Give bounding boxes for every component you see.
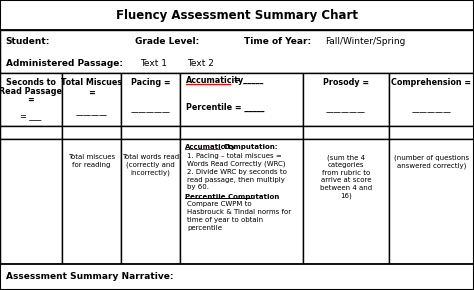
- Text: Computation:: Computation:: [221, 144, 278, 151]
- Bar: [0, 0, 474, 30]
- Text: Fall/Winter/Spring: Fall/Winter/Spring: [325, 37, 405, 46]
- Text: Grade Level:: Grade Level:: [135, 37, 200, 46]
- Text: —————: —————: [130, 108, 171, 117]
- Text: read passage, then multiply: read passage, then multiply: [187, 177, 285, 183]
- Text: Hasbrouck & Tindal norms for: Hasbrouck & Tindal norms for: [187, 209, 292, 215]
- Bar: [0, 30, 474, 72]
- Text: 2. Divide WRC by seconds to: 2. Divide WRC by seconds to: [187, 169, 287, 175]
- Text: Comprehension =: Comprehension =: [391, 78, 472, 87]
- Bar: [180, 139, 303, 264]
- Bar: [303, 72, 389, 126]
- Text: Accumaticity: Accumaticity: [186, 75, 245, 84]
- Text: Words Read Correctly (WRC): Words Read Correctly (WRC): [187, 161, 286, 167]
- Text: Text 2: Text 2: [187, 59, 214, 68]
- Text: Accumaticity: Accumaticity: [185, 144, 236, 151]
- Text: Pacing =: Pacing =: [131, 78, 170, 87]
- Bar: [180, 126, 303, 139]
- Text: Assessment Summary Narrative:: Assessment Summary Narrative:: [6, 272, 173, 282]
- Text: Administered Passage:: Administered Passage:: [6, 59, 123, 68]
- Text: Percentile = _____: Percentile = _____: [186, 103, 264, 112]
- Text: :: :: [250, 194, 253, 200]
- Text: (sum the 4
categories
from rubric to
arrive at score
between 4 and
16): (sum the 4 categories from rubric to arr…: [320, 154, 372, 199]
- Text: by 60.: by 60.: [187, 184, 209, 191]
- Text: Total words read
(correctly and
incorrectly): Total words read (correctly and incorrec…: [122, 154, 179, 176]
- Text: Compare CWPM to: Compare CWPM to: [187, 201, 252, 207]
- Text: = _____: = _____: [231, 75, 263, 84]
- Text: =: =: [88, 88, 95, 97]
- Text: —————: —————: [411, 108, 451, 117]
- Bar: [0, 264, 474, 290]
- Text: Total Miscues: Total Miscues: [61, 78, 122, 87]
- Bar: [121, 139, 180, 264]
- Bar: [62, 72, 121, 126]
- Bar: [0, 126, 62, 139]
- Text: Text 1: Text 1: [140, 59, 167, 68]
- Bar: [303, 139, 389, 264]
- Text: percentile: percentile: [187, 225, 222, 231]
- Bar: [389, 126, 474, 139]
- Text: (number of questions
answered correctly): (number of questions answered correctly): [394, 154, 469, 169]
- Bar: [121, 126, 180, 139]
- Bar: [0, 72, 62, 126]
- Bar: [121, 72, 180, 126]
- Text: Prosody =: Prosody =: [323, 78, 369, 87]
- Bar: [0, 139, 62, 264]
- Text: Percentile Computation: Percentile Computation: [185, 194, 279, 200]
- Bar: [62, 126, 121, 139]
- Bar: [180, 72, 303, 126]
- Bar: [62, 139, 121, 264]
- Text: Time of Year:: Time of Year:: [244, 37, 311, 46]
- Text: Seconds to: Seconds to: [6, 78, 56, 87]
- Text: = ___: = ___: [20, 112, 41, 121]
- Text: time of year to obtain: time of year to obtain: [187, 217, 264, 223]
- Text: Read Passage: Read Passage: [0, 87, 62, 96]
- Text: —————: —————: [326, 108, 366, 117]
- Bar: [389, 72, 474, 126]
- Text: =: =: [27, 96, 34, 105]
- Text: 1. Pacing – total miscues =: 1. Pacing – total miscues =: [187, 153, 282, 159]
- Text: Fluency Assessment Summary Chart: Fluency Assessment Summary Chart: [116, 9, 358, 22]
- Text: ————: ————: [75, 111, 107, 120]
- Bar: [389, 139, 474, 264]
- Text: Total miscues
for reading: Total miscues for reading: [68, 154, 115, 168]
- Text: Student:: Student:: [6, 37, 50, 46]
- Bar: [303, 126, 389, 139]
